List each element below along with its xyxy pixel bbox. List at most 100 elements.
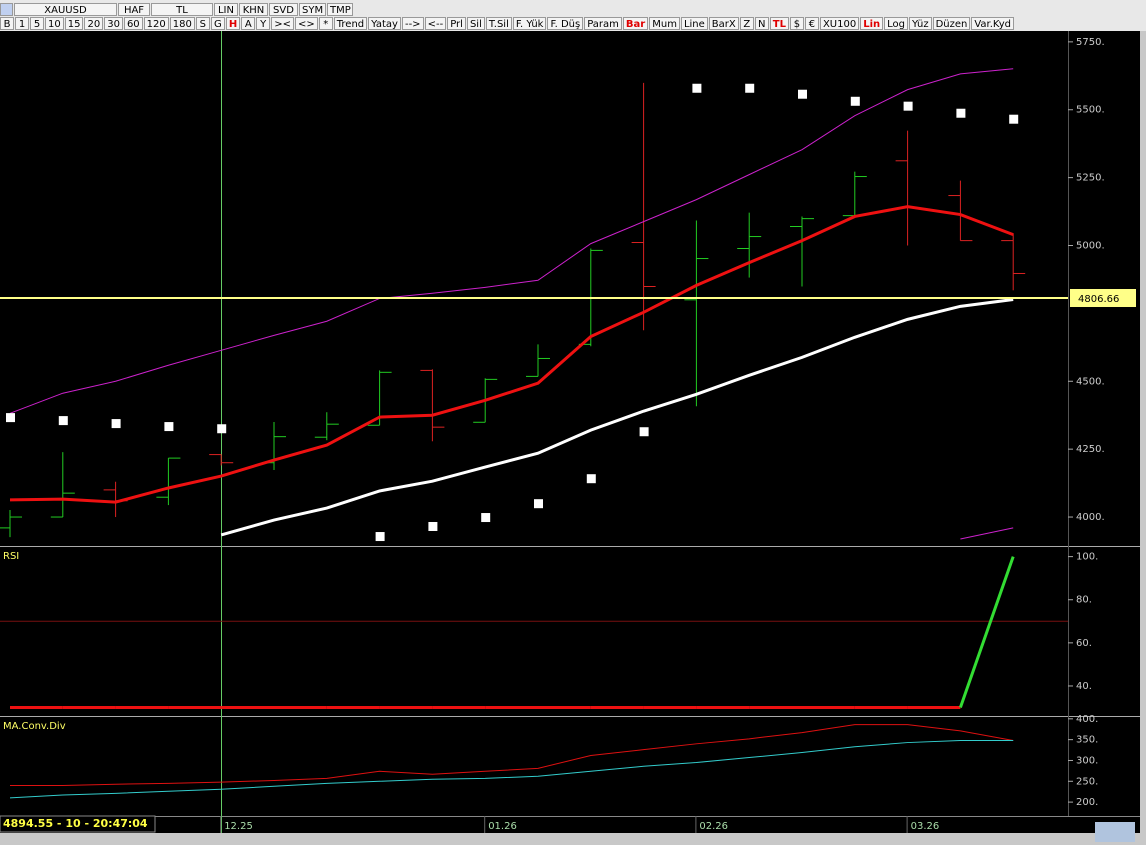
toolbar-button[interactable]: BarX xyxy=(708,17,739,30)
toolbar-button[interactable]: N xyxy=(754,17,769,30)
sar-marker xyxy=(428,521,438,531)
sar-marker xyxy=(798,89,807,99)
toolbar-button[interactable]: SYM xyxy=(299,3,326,16)
toolbar-button[interactable]: Trend xyxy=(333,17,368,30)
line xyxy=(9,205,1014,504)
toolbar-button[interactable]: 30 xyxy=(104,17,123,30)
toolbar-button[interactable]: 15 xyxy=(64,17,84,30)
toolbar-button[interactable]: 5 xyxy=(30,17,44,30)
sar-marker xyxy=(481,513,491,523)
toolbar-button[interactable]: LIN xyxy=(214,3,238,16)
toolbar-button[interactable]: € xyxy=(804,17,819,30)
panel-title: MA.Conv.Div xyxy=(3,721,66,732)
toolbar-row: B 1 5 10 15 20 30 60 120 180 S G H A Y >< <> * Trend Yatay -… xyxy=(0,17,1015,30)
toolbar-button[interactable]: TL xyxy=(769,17,789,30)
toolbar-button[interactable]: 10 xyxy=(45,17,64,30)
sar-marker xyxy=(903,101,913,111)
toolbar-button[interactable]: G xyxy=(210,17,225,30)
toolbar-button[interactable]: F. Yük xyxy=(512,17,547,30)
toolbar-button[interactable]: HAF xyxy=(118,3,150,16)
toolbar-button[interactable]: Yatay xyxy=(368,17,401,30)
x-tick-label: 03.26 xyxy=(911,821,940,832)
sar-marker xyxy=(375,532,385,542)
y-tick-label: 250. xyxy=(1076,776,1098,787)
sar-marker xyxy=(534,499,543,509)
toolbar-button[interactable]: B xyxy=(0,17,14,30)
toolbar-button[interactable]: XAUUSD xyxy=(14,3,117,16)
toolbar-button[interactable]: Log xyxy=(884,17,909,30)
toolbar-button[interactable]: Lin xyxy=(860,17,884,30)
toolbar-button[interactable]: Param xyxy=(584,17,622,30)
toolbar-button[interactable]: Z xyxy=(739,17,754,30)
toolbar-button[interactable]: Düzen xyxy=(932,17,971,30)
toolbar-button[interactable]: Line xyxy=(680,17,708,30)
x-tick-label: 01.26 xyxy=(488,821,517,832)
price-label: 4806.66 xyxy=(1078,294,1119,305)
y-tick-label: 350. xyxy=(1076,735,1098,746)
toolbar-button[interactable]: >< xyxy=(271,17,294,30)
sar-marker xyxy=(217,424,227,434)
toolbar-button[interactable]: --> xyxy=(401,17,424,30)
toolbar-button[interactable]: Var.Kyd xyxy=(971,17,1015,30)
y-tick-label: 5500. xyxy=(1076,105,1105,116)
line xyxy=(960,527,1014,540)
sar-marker xyxy=(692,83,702,93)
line xyxy=(9,739,1014,799)
line xyxy=(9,68,1014,414)
background xyxy=(0,31,1140,833)
toolbar-button[interactable]: Mum xyxy=(649,17,680,30)
sar-marker xyxy=(1009,114,1019,124)
toolbar-button[interactable]: TL xyxy=(151,3,213,16)
toolbar-button[interactable]: Bar xyxy=(622,17,649,30)
toolbar-button[interactable]: * xyxy=(318,17,333,30)
panel-title: RSI xyxy=(3,551,19,562)
y-tick-label: 4500. xyxy=(1076,376,1105,387)
toolbar-button[interactable]: KHN xyxy=(239,3,268,16)
y-tick-label: 5000. xyxy=(1076,241,1105,252)
toolbar-button[interactable]: 1 xyxy=(15,17,29,30)
toolbar-button[interactable]: Sil xyxy=(466,17,485,30)
y-tick-label: 200. xyxy=(1076,797,1098,808)
toolbar-button[interactable]: Yüz xyxy=(909,17,932,30)
toolbar-button[interactable]: S xyxy=(195,17,210,30)
sar-marker xyxy=(639,427,649,437)
x-tick-label: 02.26 xyxy=(699,821,728,832)
y-tick-label: 80. xyxy=(1076,595,1092,606)
toolbar-button[interactable]: <-- xyxy=(424,17,447,30)
line-segment xyxy=(958,556,1015,709)
sync-icon[interactable] xyxy=(1095,822,1135,842)
x-tick-label: 12.25 xyxy=(224,821,253,832)
y-tick-label: 60. xyxy=(1076,638,1092,649)
toolbar-button[interactable]: 120 xyxy=(143,17,169,30)
toolbar-button[interactable]: <> xyxy=(295,17,318,30)
y-tick-label: 400. xyxy=(1076,714,1098,725)
price-label-box xyxy=(1070,289,1136,308)
toolbar-button[interactable]: $ xyxy=(789,17,804,30)
app-icon[interactable] xyxy=(0,3,13,16)
toolbar-button[interactable]: F. Düş xyxy=(547,17,584,30)
toolbar-button[interactable]: 60 xyxy=(123,17,143,30)
line xyxy=(10,724,1014,786)
toolbar-button[interactable]: H xyxy=(225,17,241,30)
toolbar-button[interactable]: Prl xyxy=(447,17,466,30)
sar-marker xyxy=(164,422,174,432)
y-tick-label: 100. xyxy=(1076,552,1098,563)
toolbar-button[interactable]: T.Sil xyxy=(485,17,512,30)
sar-marker xyxy=(586,474,596,484)
toolbar-button[interactable]: A xyxy=(241,17,256,30)
y-tick-label: 5750. xyxy=(1076,37,1105,48)
sar-marker xyxy=(6,413,15,423)
toolbar-button[interactable]: Y xyxy=(256,17,271,30)
toolbar-button[interactable]: 20 xyxy=(84,17,104,30)
toolbar-button[interactable]: 180 xyxy=(169,17,195,30)
line xyxy=(220,298,1014,537)
toolbar-button[interactable]: TMP xyxy=(327,3,353,16)
y-tick-label: 5250. xyxy=(1076,173,1105,184)
status-text: 4894.55 - 10 - 20:47:04 xyxy=(3,817,148,830)
toolbar-button[interactable]: XU100 xyxy=(819,17,860,30)
toolbar-button[interactable]: SVD xyxy=(269,3,298,16)
y-tick-label: 300. xyxy=(1076,755,1098,766)
sar-marker xyxy=(745,83,755,93)
